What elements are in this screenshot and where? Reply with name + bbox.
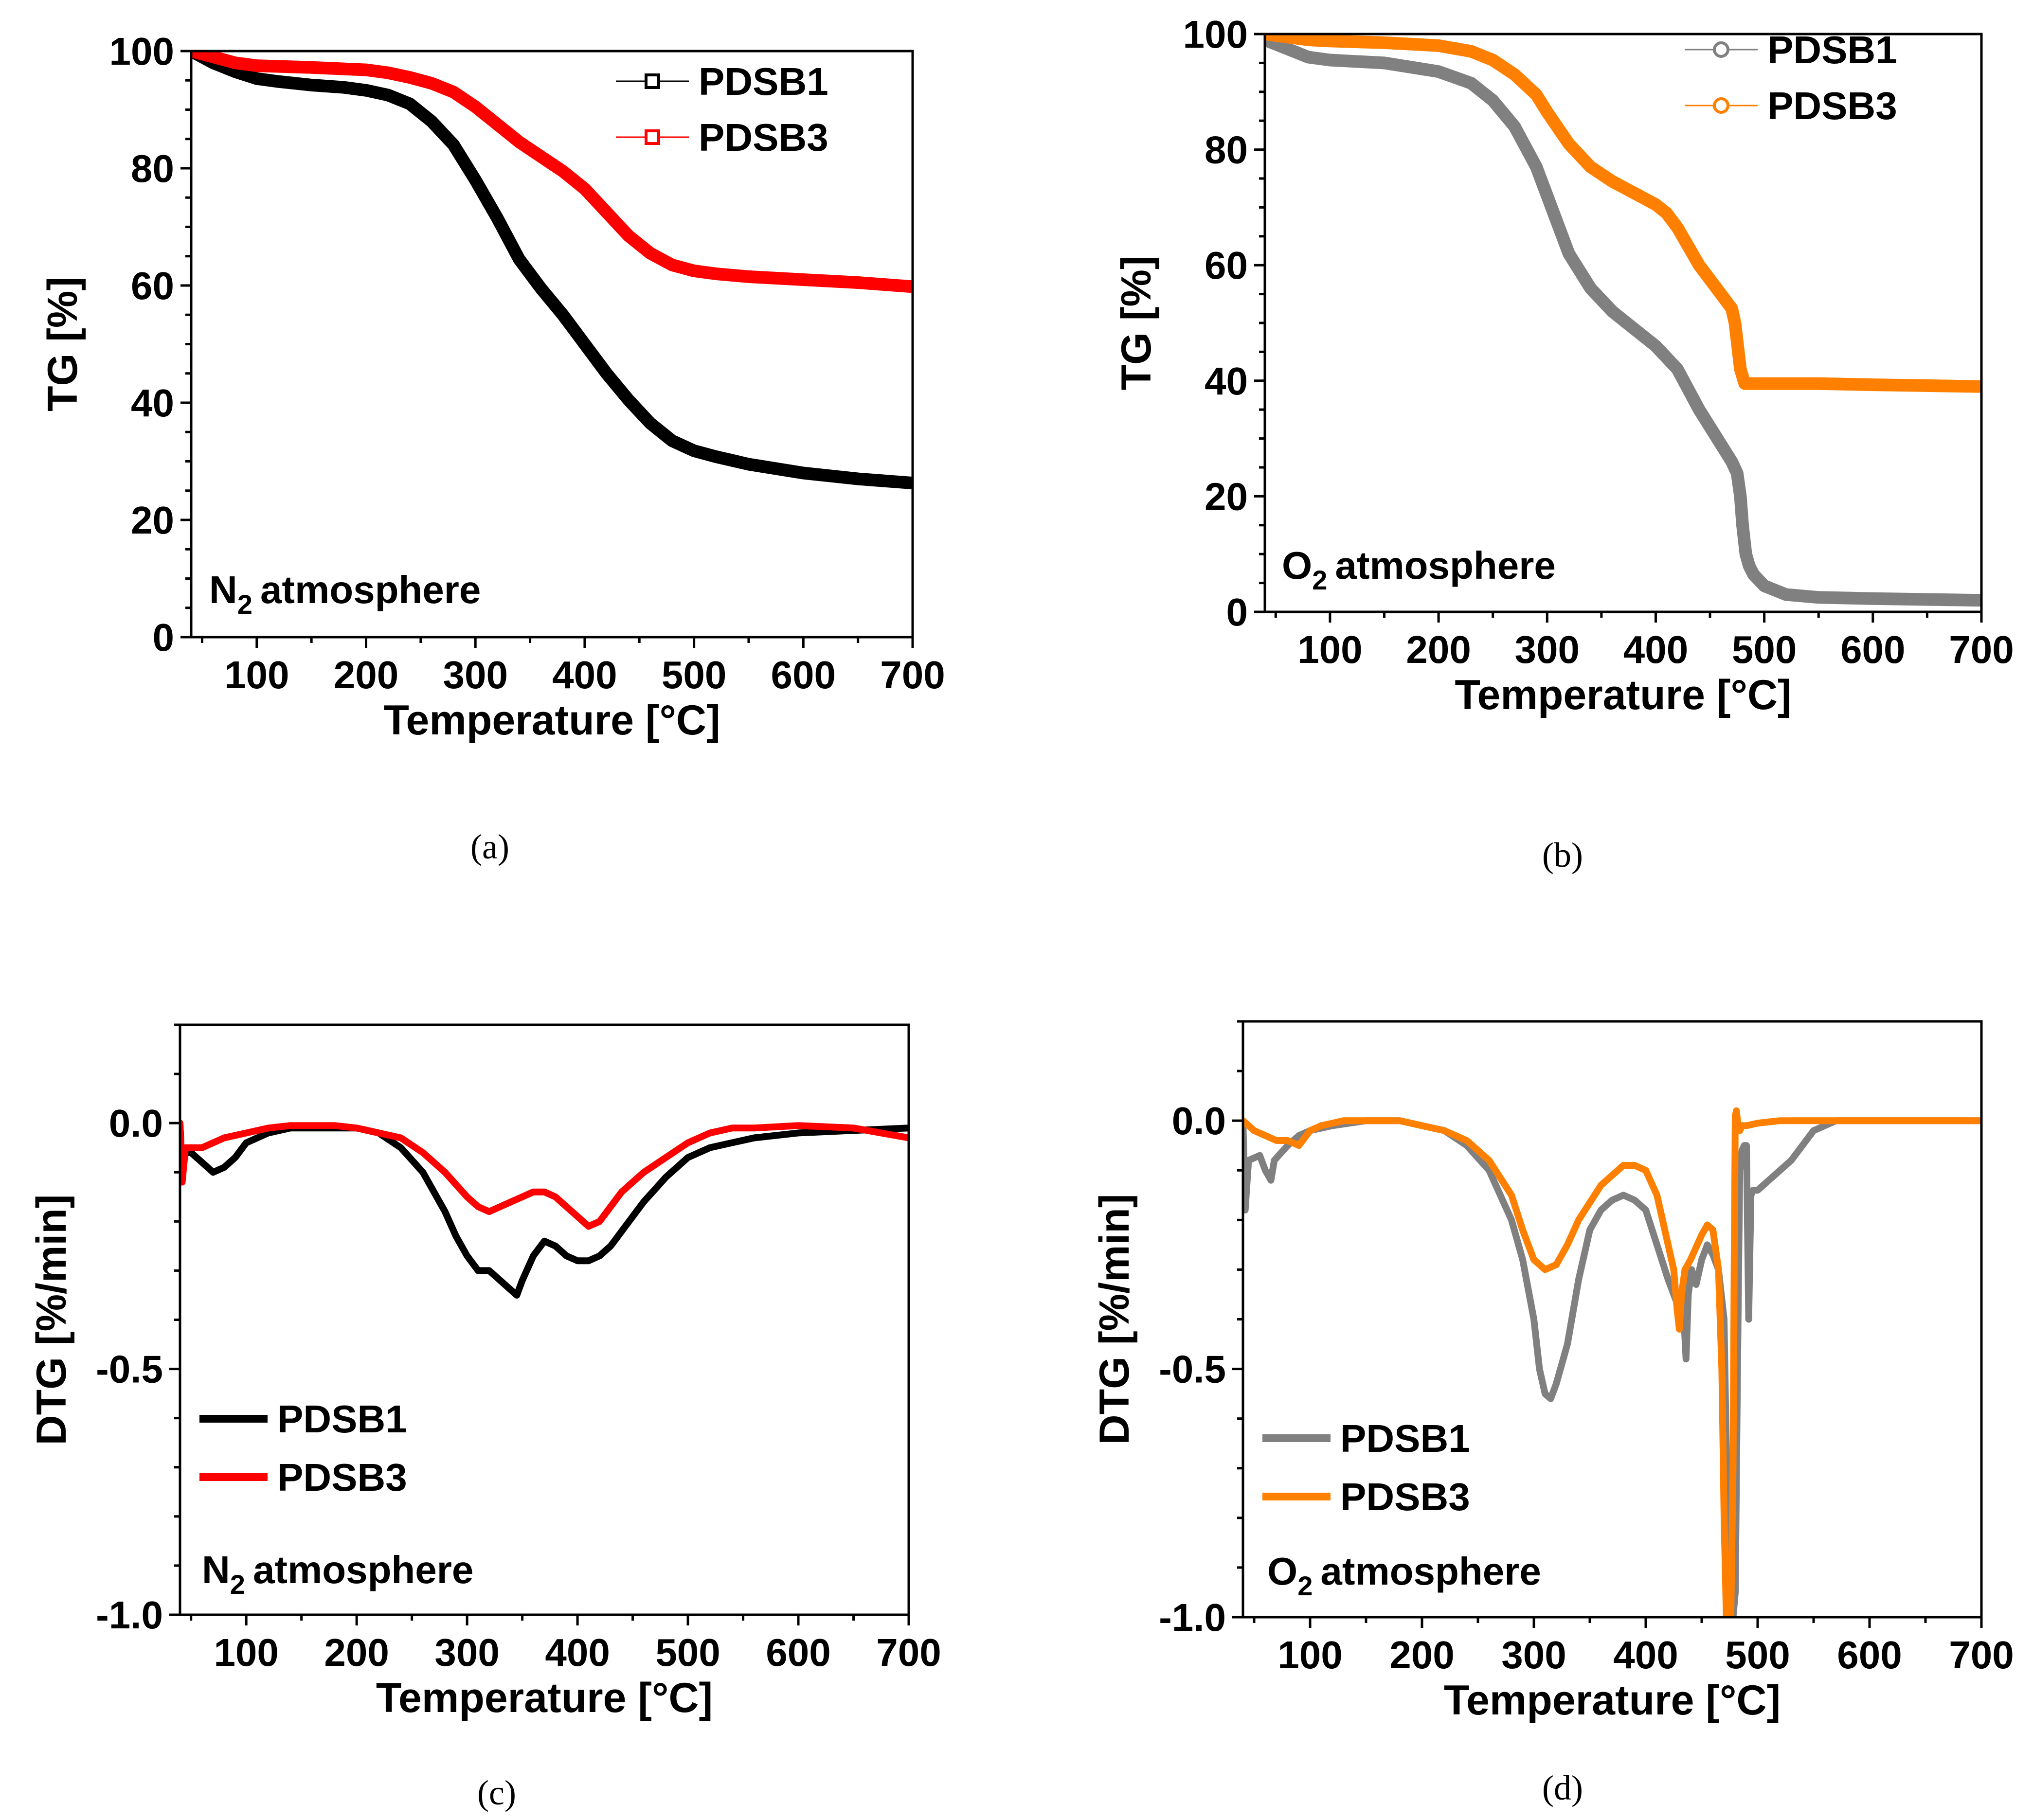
legend-label: PDSB1	[1767, 28, 1897, 71]
legend-marker	[645, 73, 660, 89]
x-tick-label: 100	[1277, 1633, 1342, 1677]
y-tick-label: 0	[1226, 590, 1248, 634]
panel-c-dtg-n2: 100 200 300 400 500 600 700 -1.0 -0.5 0.0 Temperat…	[28, 1023, 941, 1721]
y-axis-label: DTG [%/min]	[1091, 1194, 1138, 1445]
panel-b-tg-o2: 100 200 300 400 500 600 700 0 20 40 60 80 100 Tempera…	[1113, 13, 2014, 718]
legend-label: PDSB3	[277, 1456, 407, 1499]
atmosphere-annotation: N2 atmosphere	[202, 1548, 473, 1600]
y-tick-label: 100	[109, 30, 174, 73]
caption-c: (c)	[477, 1773, 516, 1812]
series-line-pdsb3	[180, 1120, 909, 1230]
x-tick-label: 300	[443, 653, 507, 696]
legend-marker	[645, 129, 660, 145]
y-tick-label: 20	[131, 499, 174, 542]
x-tick-label: 300	[1501, 1633, 1566, 1677]
legend-label: PDSB3	[1767, 84, 1897, 127]
x-tick-label: 600	[766, 1631, 830, 1674]
atmosphere-annotation: N2 atmosphere	[209, 568, 481, 620]
y-tick-label: -0.5	[1159, 1348, 1226, 1391]
y-tick-label: 0.0	[109, 1102, 163, 1145]
x-tick-label: 400	[1613, 1633, 1678, 1677]
x-axis-label: Temperature [°C]	[383, 697, 720, 744]
x-tick-label: 400	[552, 653, 617, 696]
y-tick-label: 60	[1205, 244, 1248, 287]
x-tick-label: 400	[545, 1631, 610, 1674]
legend-label: PDSB1	[699, 60, 828, 103]
plot-area	[191, 51, 913, 490]
x-tick-label: 300	[434, 1631, 499, 1674]
y-tick-label: 20	[1205, 475, 1248, 518]
x-tick-label: 600	[771, 653, 836, 696]
x-axis-label: Temperature [°C]	[1455, 672, 1791, 718]
y-axis-label: TG [%]	[39, 277, 86, 411]
caption-b: (b)	[1542, 836, 1583, 874]
x-tick-label: 100	[224, 653, 289, 696]
series-line-pdsb3	[1265, 34, 1981, 393]
series-line-pdsb1	[180, 1120, 909, 1299]
x-tick-label: 600	[1840, 628, 1905, 671]
legend-marker	[1713, 41, 1729, 58]
x-tick-label: 700	[1949, 628, 2014, 671]
x-tick-label: 100	[214, 1631, 278, 1674]
x-tick-label: 200	[1389, 1633, 1454, 1677]
series-line-pdsb3	[1243, 1107, 1981, 1617]
x-tick-label: 500	[1725, 1633, 1790, 1677]
x-tick-label: 500	[662, 653, 726, 696]
caption-a: (a)	[470, 827, 509, 866]
panel-a-tg-n2: 100 200 300 400 500 600 700 0 20 40 60 80 100 Tempera…	[39, 30, 945, 744]
x-axis-label: Temperature [°C]	[1444, 1677, 1781, 1724]
panel-d-dtg-o2: 100 200 300 400 500 600 700 -1.0 -0.5 0.0 Temperat…	[1091, 1020, 2014, 1724]
plot-area	[180, 1120, 909, 1299]
x-tick-label: 400	[1623, 628, 1688, 671]
y-tick-label: -1.0	[96, 1593, 163, 1637]
legend-label: PDSB3	[1340, 1475, 1470, 1518]
x-tick-label: 600	[1837, 1633, 1902, 1677]
legend-marker	[1713, 97, 1729, 114]
y-axis-label: DTG [%/min]	[28, 1195, 75, 1445]
x-tick-label: 200	[334, 653, 398, 696]
y-tick-label: 80	[131, 147, 174, 190]
x-tick-label: 700	[880, 653, 945, 696]
x-axis-label: Temperature [°C]	[376, 1675, 713, 1721]
series-line-pdsb1	[191, 51, 913, 490]
y-tick-label: 40	[1205, 359, 1248, 403]
y-tick-label: 0.0	[1172, 1099, 1226, 1142]
series-line-pdsb1	[1265, 34, 1981, 607]
y-tick-label: 0	[153, 616, 175, 659]
series-line-pdsb3	[191, 51, 913, 293]
x-tick-label: 500	[1732, 628, 1797, 671]
caption-d: (d)	[1542, 1768, 1583, 1807]
y-axis-label: TG [%]	[1113, 255, 1160, 390]
x-tick-label: 100	[1297, 628, 1362, 671]
atmosphere-annotation: O2 atmosphere	[1282, 544, 1556, 595]
y-tick-label: 80	[1205, 128, 1248, 172]
x-tick-label: 200	[324, 1631, 389, 1674]
y-tick-label: 60	[131, 264, 174, 307]
plot-area	[1243, 1107, 1981, 1617]
atmosphere-annotation: O2 atmosphere	[1267, 1550, 1541, 1601]
y-tick-label: -0.5	[96, 1348, 163, 1391]
plot-area	[1265, 34, 1981, 607]
y-tick-label: 40	[131, 381, 174, 425]
x-tick-label: 200	[1406, 628, 1471, 671]
legend-label: PDSB1	[1340, 1417, 1470, 1460]
x-tick-label: 500	[655, 1631, 720, 1674]
y-tick-label: -1.0	[1159, 1596, 1226, 1639]
legend-label: PDSB3	[699, 116, 828, 159]
x-tick-label: 300	[1515, 628, 1580, 671]
x-tick-label: 700	[1949, 1633, 2014, 1677]
x-tick-label: 700	[876, 1631, 941, 1674]
y-tick-label: 100	[1183, 13, 1248, 56]
legend-label: PDSB1	[277, 1397, 407, 1441]
